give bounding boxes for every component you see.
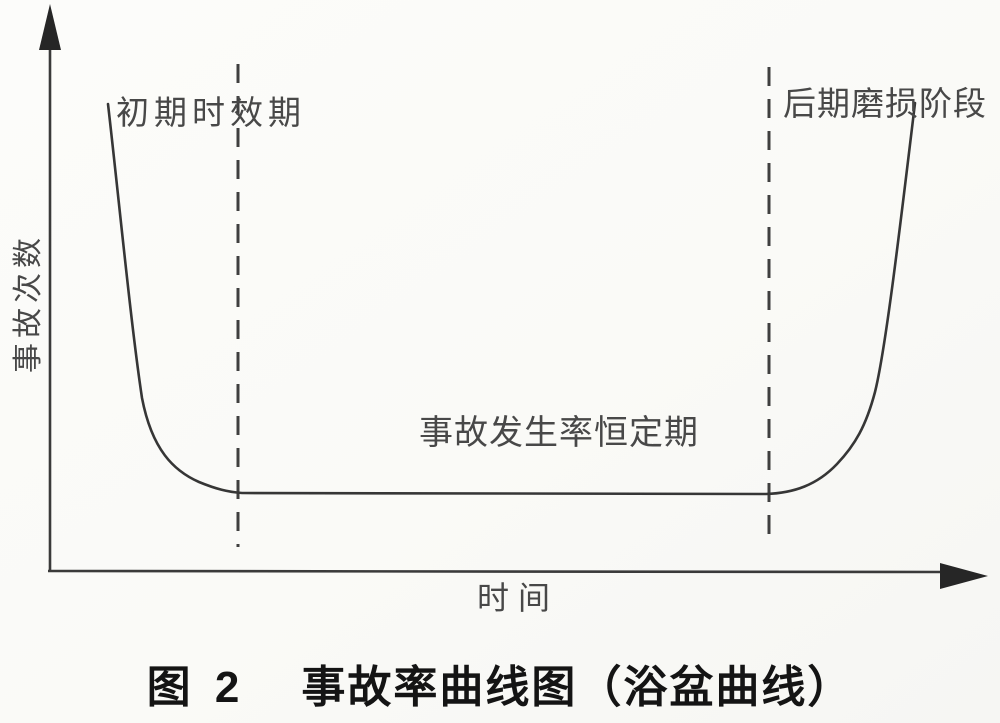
figure-number: 图 2 bbox=[146, 663, 246, 712]
label-wearout-period: 后期磨损阶段 bbox=[783, 87, 987, 123]
x-axis-label: 时间 bbox=[477, 580, 560, 616]
y-axis-label: 事故次数 bbox=[11, 233, 45, 373]
label-initial-failure-period: 初期时效期 bbox=[116, 96, 306, 132]
label-constant-rate-period: 事故发生率恒定期 bbox=[419, 415, 699, 452]
x-axis-line bbox=[47, 569, 945, 574]
right-arrowhead-icon bbox=[940, 563, 988, 589]
bathtub-curve-line bbox=[106, 101, 917, 496]
figure-title: 事故率曲线图（浴盆曲线） bbox=[301, 663, 854, 712]
figure-caption: 图 2 事故率曲线图（浴盆曲线） bbox=[0, 651, 1000, 715]
up-arrowhead-icon bbox=[39, 4, 61, 50]
